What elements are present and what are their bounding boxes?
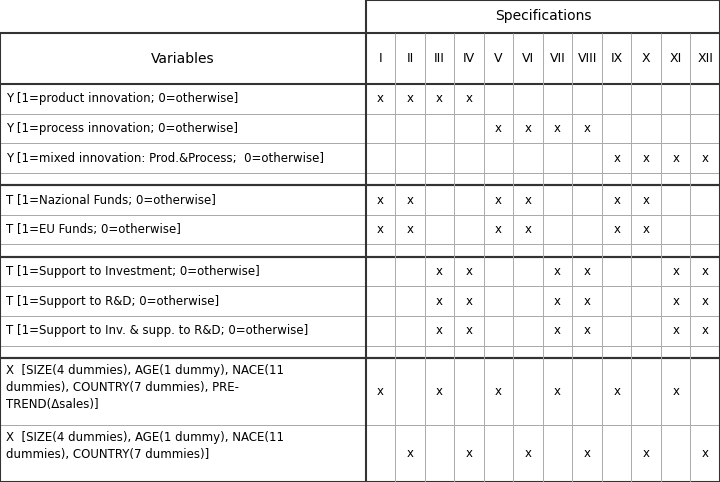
Text: x: x <box>554 385 561 398</box>
Text: x: x <box>613 385 620 398</box>
Text: x: x <box>377 194 384 207</box>
Text: Y [1=mixed innovation: Prod.&Process;  0=otherwise]: Y [1=mixed innovation: Prod.&Process; 0=… <box>6 151 324 164</box>
Text: II: II <box>406 52 414 65</box>
Text: x: x <box>466 265 472 278</box>
Text: x: x <box>466 324 472 337</box>
Text: XII: XII <box>697 52 714 65</box>
Text: x: x <box>466 93 472 106</box>
Text: T [1=Nazional Funds; 0=otherwise]: T [1=Nazional Funds; 0=otherwise] <box>6 194 215 207</box>
Text: Y [1=product innovation; 0=otherwise]: Y [1=product innovation; 0=otherwise] <box>6 93 238 106</box>
Text: Specifications: Specifications <box>495 10 591 24</box>
Text: Variables: Variables <box>151 52 215 66</box>
Text: x: x <box>702 151 708 164</box>
Text: I: I <box>379 52 382 65</box>
Text: x: x <box>613 194 620 207</box>
Text: III: III <box>434 52 445 65</box>
Text: x: x <box>554 295 561 308</box>
Text: x: x <box>554 122 561 135</box>
Text: Y [1=process innovation; 0=otherwise]: Y [1=process innovation; 0=otherwise] <box>6 122 238 135</box>
Text: x: x <box>643 151 649 164</box>
Text: x: x <box>436 385 443 398</box>
Text: x: x <box>584 324 590 337</box>
Text: x: x <box>436 295 443 308</box>
Text: x: x <box>407 93 413 106</box>
Text: x: x <box>584 265 590 278</box>
Text: x: x <box>643 447 649 460</box>
Text: x: x <box>436 265 443 278</box>
Text: x: x <box>436 324 443 337</box>
Text: x: x <box>643 223 649 236</box>
Text: x: x <box>643 194 649 207</box>
Text: x: x <box>436 93 443 106</box>
Text: V: V <box>495 52 503 65</box>
Text: x: x <box>702 324 708 337</box>
Text: x: x <box>554 265 561 278</box>
Text: x: x <box>672 265 679 278</box>
Text: x: x <box>407 223 413 236</box>
Text: x: x <box>672 324 679 337</box>
Text: x: x <box>525 447 531 460</box>
Text: T [1=Support to R&D; 0=otherwise]: T [1=Support to R&D; 0=otherwise] <box>6 295 219 308</box>
Text: x: x <box>672 295 679 308</box>
Text: X  [SIZE(4 dummies), AGE(1 dummy), NACE(11
dummies), COUNTRY(7 dummies)]: X [SIZE(4 dummies), AGE(1 dummy), NACE(1… <box>6 431 284 461</box>
Text: IX: IX <box>611 52 623 65</box>
Text: x: x <box>525 122 531 135</box>
Text: x: x <box>702 265 708 278</box>
Text: XI: XI <box>670 52 682 65</box>
Text: IV: IV <box>463 52 475 65</box>
Text: X  [SIZE(4 dummies), AGE(1 dummy), NACE(11
dummies), COUNTRY(7 dummies), PRE-
TR: X [SIZE(4 dummies), AGE(1 dummy), NACE(1… <box>6 364 284 411</box>
Text: x: x <box>466 447 472 460</box>
Text: x: x <box>407 194 413 207</box>
Text: x: x <box>702 447 708 460</box>
Text: T [1=EU Funds; 0=otherwise]: T [1=EU Funds; 0=otherwise] <box>6 223 181 236</box>
Text: x: x <box>672 151 679 164</box>
Text: x: x <box>377 93 384 106</box>
Text: x: x <box>584 122 590 135</box>
Text: x: x <box>702 295 708 308</box>
Text: X: X <box>642 52 650 65</box>
Text: x: x <box>672 385 679 398</box>
Text: x: x <box>525 223 531 236</box>
Text: x: x <box>525 194 531 207</box>
Text: x: x <box>584 295 590 308</box>
Text: x: x <box>554 324 561 337</box>
Text: x: x <box>407 447 413 460</box>
Text: T [1=Support to Investment; 0=otherwise]: T [1=Support to Investment; 0=otherwise] <box>6 265 259 278</box>
Text: x: x <box>495 194 502 207</box>
Text: x: x <box>613 151 620 164</box>
Text: VI: VI <box>522 52 534 65</box>
Text: x: x <box>495 122 502 135</box>
Text: x: x <box>377 223 384 236</box>
Text: VIII: VIII <box>577 52 597 65</box>
Text: T [1=Support to Inv. & supp. to R&D; 0=otherwise]: T [1=Support to Inv. & supp. to R&D; 0=o… <box>6 324 308 337</box>
Text: x: x <box>495 223 502 236</box>
Text: x: x <box>495 385 502 398</box>
Text: VII: VII <box>550 52 565 65</box>
Text: x: x <box>584 447 590 460</box>
Text: x: x <box>466 295 472 308</box>
Text: x: x <box>613 223 620 236</box>
Text: x: x <box>377 385 384 398</box>
